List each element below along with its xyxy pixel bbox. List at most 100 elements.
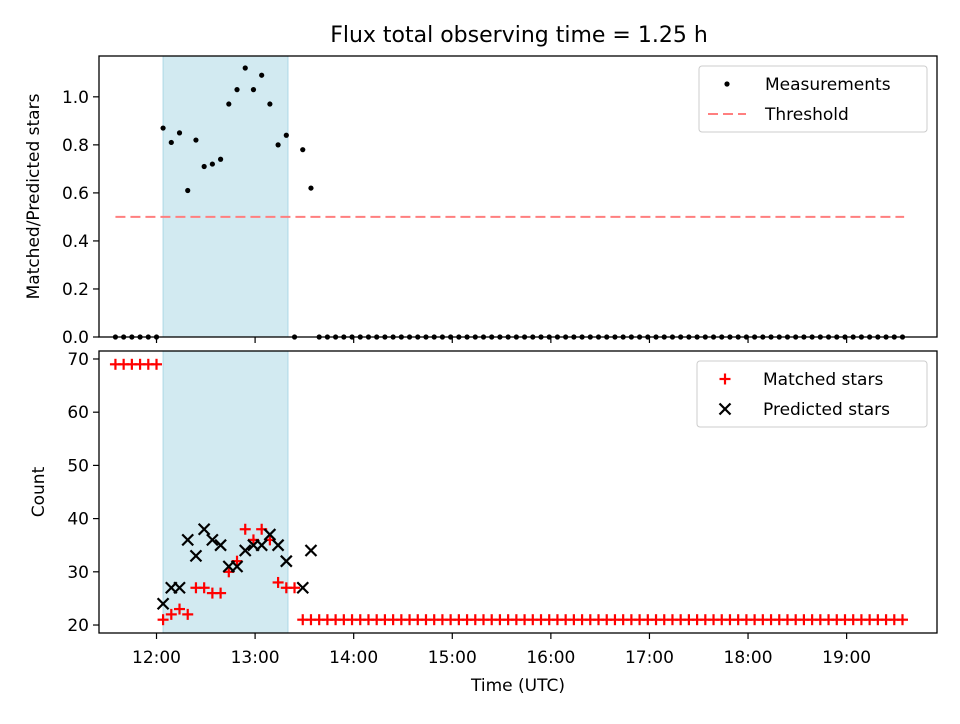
measurement-point (226, 101, 232, 107)
bottom-panel: 20 30 40 50 60 70 12:00 13:00 14:00 15:00 16:00 17:… (29, 350, 938, 696)
x-tick-label: 18:00 (724, 648, 773, 668)
top-y-tick-label: 1.0 (62, 88, 89, 108)
predicted-stars-point (156, 597, 170, 611)
predicted-stars-mark (181, 533, 195, 547)
predicted-stars-point (271, 538, 285, 552)
matched-stars-point (215, 587, 227, 599)
predicted-stars-point (189, 549, 203, 563)
legend-label: Threshold (764, 105, 849, 125)
predicted-stars-point (173, 581, 186, 595)
x-tick-label: 16:00 (526, 648, 575, 668)
top-shaded-span (163, 56, 288, 337)
measurement-point (300, 147, 306, 153)
matched-stars-point (289, 582, 301, 594)
bottom-legend: Matched stars Predicted stars (696, 360, 928, 428)
matched-stars-point (239, 523, 251, 535)
matched-stars-point (165, 608, 177, 620)
predicted-stars-point (255, 538, 268, 552)
predicted-stars-mark (197, 522, 211, 536)
matched-stars-point (157, 614, 169, 626)
measurement-point (193, 137, 199, 143)
predicted-stars-mark (238, 544, 252, 557)
top-y-tick-label: 0.4 (62, 232, 89, 252)
matched-stars-point (174, 603, 186, 615)
legend-label: Matched stars (763, 370, 883, 390)
top-y-tick-label: 0.2 (62, 280, 89, 300)
measurement-point (209, 161, 215, 167)
matched-stars-point (896, 614, 908, 626)
predicted-stars-mark (189, 549, 203, 563)
measurement-point (168, 139, 174, 146)
predicted-stars-point (304, 544, 318, 557)
matched-stars-point (272, 576, 284, 588)
bottom-y-tick-label: 30 (67, 563, 89, 583)
top-legend: Measurements Threshold (698, 65, 928, 133)
bottom-axes-frame (98, 350, 938, 634)
matched-stars-point (182, 608, 194, 620)
measurement-point (242, 65, 248, 71)
predicted-stars-point (214, 538, 227, 552)
predicted-stars-mark (271, 538, 285, 552)
predicted-stars-mark (255, 538, 268, 552)
bottom-y-tick-label: 20 (67, 616, 89, 636)
bottom-y-axis-label: Count (29, 466, 49, 517)
measurement-point (217, 156, 224, 162)
measurement-point (185, 187, 191, 194)
top-legend-box (698, 65, 928, 133)
predicted-stars-mark (280, 554, 293, 568)
x-tick-label: 14:00 (329, 648, 378, 668)
matched-stars-point (198, 582, 210, 594)
chart-title: Flux total observing time = 1.25 h (330, 23, 708, 48)
predicted-stars-mark (173, 581, 186, 595)
x-tick-label: 12:00 (132, 648, 181, 668)
legend-label: Measurements (765, 75, 891, 95)
predicted-stars-mark (230, 560, 244, 573)
measurement-point (176, 130, 183, 136)
predicted-stars-point (238, 544, 252, 557)
predicted-stars-point (280, 554, 293, 568)
bottom-y-tick-label: 70 (67, 350, 89, 370)
predicted-stars-point (181, 533, 195, 547)
predicted-stars-mark (156, 597, 170, 611)
top-panel: 0.0 0.2 0.4 0.6 0.8 1.0 Matched/Predicted star… (24, 55, 938, 348)
measurement-point (250, 87, 257, 93)
legend-label: Predicted stars (763, 400, 890, 420)
bottom-shaded-span (163, 351, 288, 633)
bottom-y-tick-label: 60 (67, 403, 89, 423)
bottom-y-tick-label: 40 (67, 510, 89, 530)
top-y-axis-label: Matched/Predicted stars (24, 93, 44, 299)
bottom-y-tick-label: 50 (67, 456, 89, 476)
top-axes-frame (98, 55, 938, 338)
measurement-point (308, 185, 314, 191)
measurement-point (201, 163, 207, 170)
measurement-point (234, 87, 240, 93)
x-tick-label: 17:00 (625, 648, 674, 668)
predicted-stars-mark (214, 538, 227, 552)
x-tick-label: 13:00 (231, 648, 280, 668)
predicted-stars-mark (296, 581, 310, 595)
top-y-tick-label: 0.6 (62, 184, 89, 204)
matched-stars-point (151, 358, 163, 370)
legend-measurements-marker (724, 81, 730, 87)
measurement-point (160, 125, 166, 131)
predicted-stars-mark (304, 544, 318, 557)
predicted-stars-point (206, 533, 219, 547)
predicted-stars-point (263, 528, 277, 541)
legend-predicted-marker (718, 402, 732, 416)
x-tick-label: 15:00 (428, 648, 477, 668)
predicted-stars-point (296, 581, 310, 595)
predicted-stars-point (197, 522, 211, 536)
predicted-stars-mark (206, 533, 219, 547)
measurement-point (267, 101, 273, 107)
top-y-tick-label: 0.0 (62, 328, 89, 348)
predicted-stars-point (230, 560, 244, 573)
top-y-tick-label: 0.8 (62, 136, 89, 156)
measurement-point (259, 72, 265, 78)
x-tick-label: 19:00 (822, 648, 871, 668)
bottom-legend-box (696, 360, 928, 428)
measurement-point (283, 132, 289, 138)
predicted-stars-mark (263, 528, 277, 541)
measurement-point (275, 142, 281, 148)
